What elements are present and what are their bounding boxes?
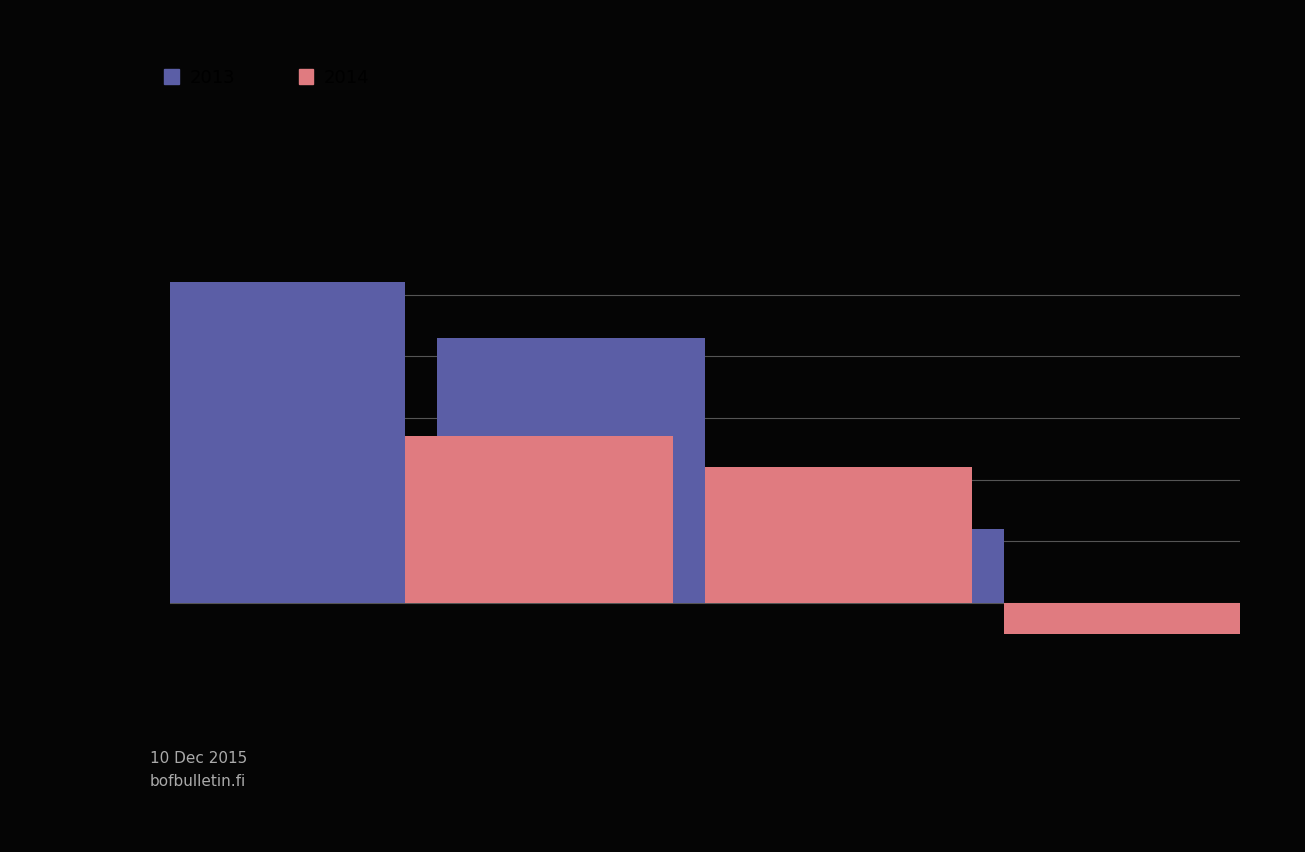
Bar	[405, 437, 672, 603]
Text: bofbulletin.fi: bofbulletin.fi	[150, 774, 247, 789]
Bar	[737, 529, 1005, 603]
Bar	[437, 338, 705, 603]
Bar	[1005, 603, 1272, 634]
Legend: 2013, 2014: 2013, 2014	[158, 62, 377, 95]
Text: 10 Dec 2015: 10 Dec 2015	[150, 751, 248, 766]
Bar	[137, 283, 405, 603]
Bar	[705, 468, 972, 603]
